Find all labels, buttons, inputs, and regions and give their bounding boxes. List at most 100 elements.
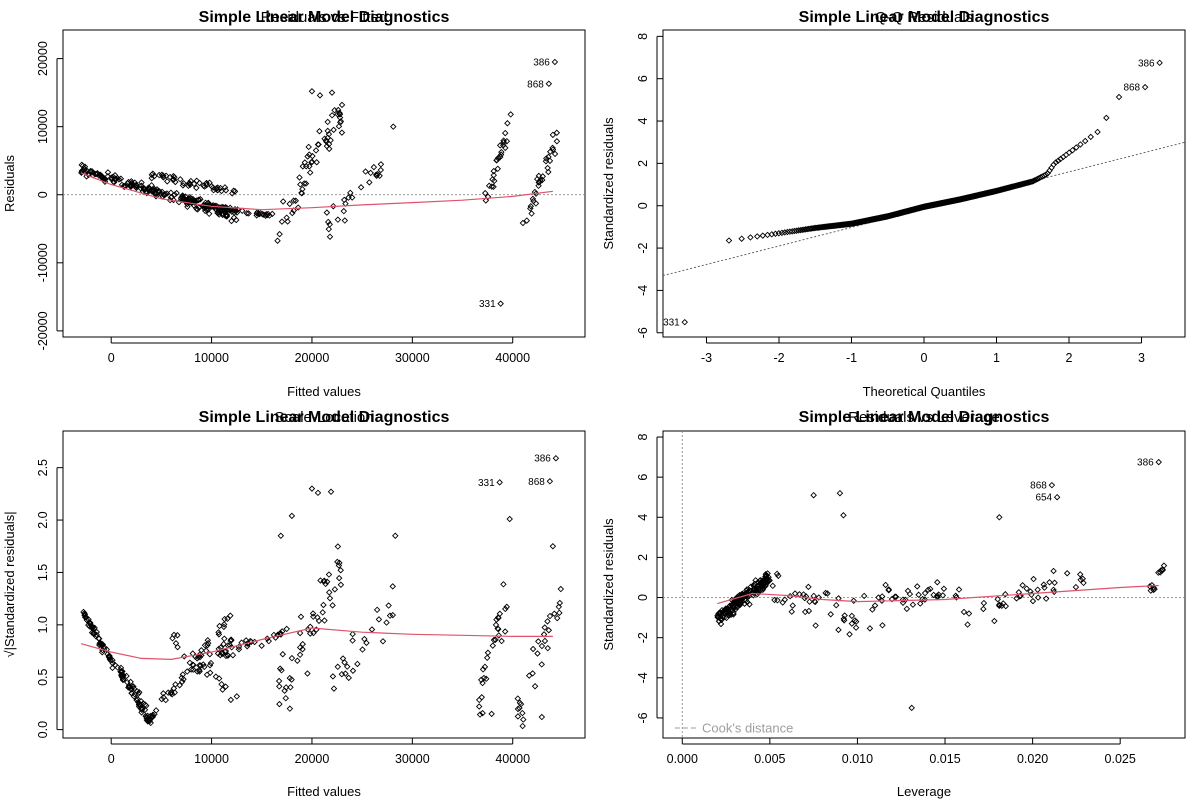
data-point	[375, 616, 383, 623]
data-point	[119, 676, 127, 684]
data-point	[245, 210, 252, 217]
outlier-label: 654	[1035, 493, 1052, 504]
data-point	[743, 587, 750, 594]
data-point	[502, 144, 509, 152]
data-point	[322, 137, 330, 144]
data-point	[145, 187, 153, 194]
data-point	[310, 613, 317, 620]
data-point	[824, 590, 831, 597]
data-point	[334, 543, 342, 550]
data-point	[297, 181, 304, 188]
data-point	[99, 174, 107, 182]
outlier-point	[1048, 481, 1056, 489]
data-point	[755, 581, 763, 589]
y-tick-label: 1.5	[36, 564, 50, 581]
data-point	[227, 612, 234, 619]
data-point	[306, 169, 314, 176]
data-point	[219, 686, 226, 693]
data-point	[229, 651, 237, 659]
data-point	[85, 619, 93, 626]
plot-title: Simple Linear Model Diagnostics	[799, 409, 1050, 426]
data-point	[180, 179, 187, 187]
data-point	[478, 694, 486, 701]
y-tick-label: -2	[636, 632, 650, 643]
data-point	[221, 184, 229, 191]
data-point	[277, 631, 285, 638]
data-point	[204, 641, 211, 649]
data-point	[99, 641, 107, 648]
qq-point	[1033, 176, 1040, 183]
x-tick-label: 0	[108, 752, 115, 766]
data-point	[851, 617, 859, 624]
data-point	[134, 696, 142, 703]
data-point	[549, 131, 557, 139]
y-tick-label: 2	[636, 160, 650, 167]
data-point	[288, 654, 296, 662]
data-point	[190, 180, 198, 188]
qq-point	[1081, 137, 1089, 145]
y-tick-label: 0	[36, 191, 50, 198]
data-point	[325, 571, 333, 578]
y-tick-label: 20000	[36, 41, 50, 76]
data-point	[306, 151, 313, 158]
data-point	[327, 488, 335, 496]
y-axis-label: √|Standardized residuals|	[2, 511, 17, 657]
data-point	[363, 639, 370, 647]
data-point	[506, 515, 513, 523]
data-point	[490, 636, 498, 644]
data-point	[296, 174, 303, 181]
data-point	[183, 668, 191, 675]
data-point	[1042, 595, 1050, 602]
data-point	[377, 161, 385, 168]
data-point	[215, 675, 223, 682]
data-point	[158, 188, 166, 196]
data-point	[481, 663, 489, 671]
data-point	[551, 610, 558, 617]
y-tick-label: -4	[636, 285, 650, 296]
outlier-label: 386	[534, 454, 551, 465]
data-point	[482, 197, 490, 204]
data-point	[494, 625, 501, 632]
data-point	[535, 182, 542, 190]
x-tick-label: 10000	[194, 752, 229, 766]
data-point	[488, 710, 495, 718]
plot-title: Simple Linear Model Diagnostics	[199, 9, 450, 26]
data-point	[194, 206, 201, 213]
x-tick-label: 2	[1066, 351, 1073, 365]
data-point	[290, 197, 297, 204]
outlier-label: 386	[533, 57, 550, 68]
x-tick-label: 0.000	[667, 752, 698, 766]
data-point	[479, 666, 487, 673]
data-point	[551, 150, 559, 158]
x-axis-label: Fitted values	[287, 384, 361, 399]
qq-point	[1054, 157, 1062, 164]
data-point	[519, 219, 527, 227]
data-point	[791, 590, 799, 597]
data-point	[320, 601, 327, 609]
data-point	[498, 637, 505, 645]
data-point	[1160, 562, 1168, 569]
data-point	[299, 646, 306, 653]
data-point	[545, 627, 553, 634]
y-axis-label: Standardized residuals	[601, 518, 616, 651]
data-point	[325, 140, 333, 148]
data-point	[1155, 569, 1162, 576]
x-tick-label: 0.020	[1017, 752, 1048, 766]
data-point	[227, 696, 235, 704]
data-point	[138, 179, 145, 186]
data-point	[135, 703, 143, 710]
data-point	[891, 593, 899, 600]
data-point	[484, 193, 492, 201]
data-point	[991, 617, 998, 625]
data-point	[1077, 576, 1084, 584]
data-point	[852, 618, 860, 625]
data-point	[296, 629, 304, 637]
y-tick-label: -6	[636, 712, 650, 723]
data-point	[204, 639, 212, 647]
data-point	[215, 629, 222, 636]
data-point	[322, 580, 329, 588]
data-point	[276, 665, 284, 672]
x-axis-label: Leverage	[897, 784, 951, 799]
data-point	[104, 169, 112, 176]
qq-point	[1052, 159, 1060, 166]
